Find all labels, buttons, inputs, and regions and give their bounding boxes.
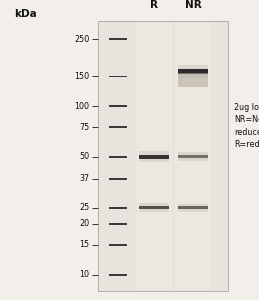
Bar [178, 70, 208, 74]
Bar [98, 21, 228, 291]
Bar [178, 155, 208, 158]
Bar [178, 73, 208, 87]
Bar [109, 76, 127, 77]
Bar [109, 126, 127, 128]
Text: NR: NR [185, 1, 201, 10]
Bar [178, 204, 208, 212]
Bar [139, 155, 169, 159]
Text: 10: 10 [79, 270, 89, 279]
Bar [109, 223, 127, 225]
Text: 250: 250 [74, 34, 89, 43]
Bar [109, 105, 127, 107]
Text: 20: 20 [79, 219, 89, 228]
Text: 15: 15 [79, 241, 89, 250]
Bar [109, 274, 127, 276]
Text: 2ug loading
NR=Non-
reduced
R=reduced: 2ug loading NR=Non- reduced R=reduced [234, 103, 259, 149]
Text: 75: 75 [79, 123, 89, 132]
Text: 25: 25 [79, 203, 89, 212]
Bar [178, 65, 208, 79]
Text: R: R [150, 1, 158, 10]
Text: 100: 100 [74, 102, 89, 111]
Bar [109, 156, 127, 158]
Bar [139, 152, 169, 162]
Bar [178, 152, 208, 161]
Bar [109, 178, 127, 180]
Bar [109, 207, 127, 208]
Bar [178, 206, 208, 209]
Text: 50: 50 [79, 152, 89, 161]
Bar [109, 244, 127, 246]
Bar [176, 22, 210, 290]
Bar [109, 38, 127, 40]
Text: 37: 37 [79, 174, 89, 183]
Bar [139, 206, 169, 209]
Text: kDa: kDa [15, 9, 37, 19]
Text: 150: 150 [74, 72, 89, 81]
Bar [137, 22, 172, 290]
Bar [139, 203, 169, 212]
